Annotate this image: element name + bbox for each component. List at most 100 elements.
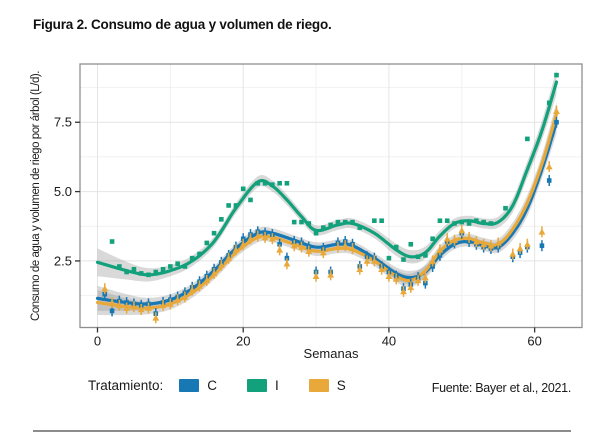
- point-s: [327, 271, 335, 278]
- point-s: [247, 235, 254, 242]
- point-s: [232, 246, 240, 253]
- point-i: [270, 182, 275, 187]
- point-i: [444, 218, 450, 224]
- point-s: [181, 293, 189, 300]
- point-i: [503, 205, 508, 211]
- point-i: [291, 219, 297, 225]
- confidence-bands: [97, 69, 557, 316]
- point-s: [268, 235, 276, 242]
- point-s: [545, 163, 553, 170]
- point-i: [459, 219, 465, 225]
- point-c: [539, 243, 545, 248]
- point-s: [290, 242, 298, 249]
- point-s: [487, 242, 495, 249]
- point-s: [283, 260, 291, 267]
- point-s: [305, 247, 313, 255]
- x-tick-label: 0: [94, 334, 101, 349]
- point-s: [349, 245, 356, 252]
- bottom-divider: [33, 430, 571, 432]
- point-s: [137, 306, 145, 313]
- legend-swatch-s: [308, 379, 329, 392]
- x-tick-label: 60: [527, 334, 541, 349]
- point-s: [174, 296, 182, 303]
- legend-title: Tratamiento:: [88, 378, 164, 393]
- curve-s: [95, 112, 559, 310]
- legend-swatch-i: [247, 379, 268, 392]
- point-i: [240, 186, 246, 192]
- point-i: [248, 197, 253, 203]
- legend-label-c: C: [207, 378, 218, 393]
- point-i: [452, 221, 457, 226]
- point-s: [429, 257, 437, 264]
- panel-border: [79, 63, 583, 329]
- point-s: [414, 276, 422, 284]
- point-s: [421, 274, 429, 281]
- point-i: [525, 136, 530, 142]
- point-s: [166, 300, 174, 307]
- point-s: [130, 303, 138, 310]
- data-points: [101, 72, 560, 324]
- point-s: [188, 286, 196, 293]
- y-tick-label: 7.5: [54, 115, 72, 130]
- point-s: [509, 250, 517, 257]
- legend-entry-c: C: [179, 378, 217, 393]
- source-citation: Fuente: Bayer et al., 2021.: [431, 381, 572, 395]
- point-s: [538, 228, 546, 235]
- point-c: [124, 300, 129, 305]
- point-c: [102, 291, 108, 297]
- point-i: [299, 219, 304, 225]
- point-s: [123, 304, 131, 311]
- point-s: [472, 238, 480, 245]
- point-s: [465, 233, 473, 241]
- point-c: [109, 308, 115, 314]
- point-s: [261, 233, 269, 241]
- point-s: [458, 227, 466, 234]
- point-c: [546, 178, 552, 183]
- point-i: [488, 221, 494, 226]
- point-s: [494, 239, 502, 246]
- point-s: [341, 242, 349, 249]
- point-s: [217, 261, 225, 268]
- point-i: [138, 271, 144, 276]
- point-i: [328, 222, 333, 228]
- point-i: [182, 264, 188, 269]
- point-i: [277, 180, 282, 186]
- curve-c: [95, 120, 559, 306]
- point-i: [131, 266, 137, 272]
- point-i: [255, 180, 261, 186]
- legend-label-s: S: [336, 378, 346, 393]
- point-c: [284, 255, 290, 261]
- point-s: [196, 282, 203, 289]
- point-s: [443, 235, 451, 242]
- point-s: [203, 276, 211, 284]
- legend-label-i: I: [275, 378, 279, 393]
- band-s: [97, 102, 557, 316]
- point-i: [554, 72, 559, 78]
- point-i: [262, 180, 268, 186]
- point-i: [124, 269, 129, 275]
- point-s: [516, 245, 524, 252]
- point-i: [546, 100, 552, 106]
- point-i: [437, 218, 443, 224]
- point-s: [254, 232, 262, 239]
- point-i: [109, 239, 115, 244]
- point-s: [159, 301, 167, 309]
- point-i: [160, 266, 166, 272]
- point-s: [400, 288, 407, 295]
- point-i: [204, 240, 210, 246]
- point-i: [146, 272, 151, 278]
- point-s: [523, 240, 531, 248]
- point-c: [240, 236, 246, 242]
- point-s: [239, 240, 247, 248]
- point-i: [306, 221, 312, 226]
- y-tick-label: 5.0: [54, 184, 72, 199]
- figure-title: Figura 2. Consumo de agua y volumen de r…: [33, 17, 332, 32]
- point-s: [152, 314, 160, 321]
- point-s: [334, 243, 342, 250]
- point-i: [408, 241, 414, 247]
- point-s: [553, 107, 560, 114]
- point-i: [342, 219, 348, 225]
- point-i: [350, 219, 355, 225]
